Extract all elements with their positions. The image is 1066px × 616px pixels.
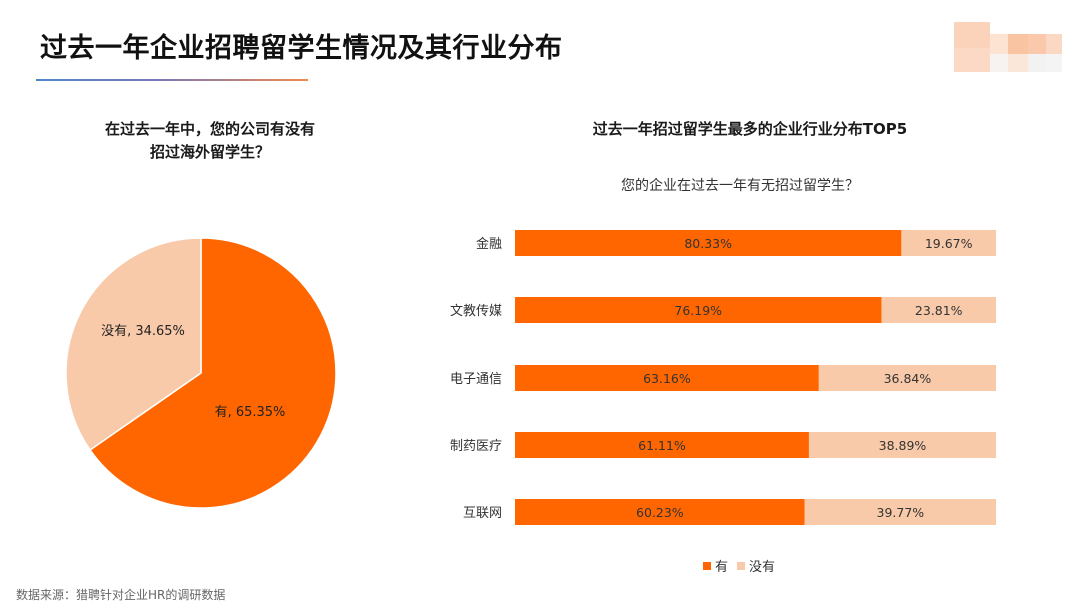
bar-segment-no [901,230,996,256]
pie-slice-label: 有, 65.35% [215,405,286,420]
pie-title-line-2: 招过海外留学生？ [149,143,270,161]
bar-data-label: 63.16% [643,371,691,386]
bar-category-label: 文教传媒 [450,303,502,319]
bar-chart-title: 过去一年招过留学生最多的企业行业分布TOP5 [592,120,908,138]
legend-swatch [737,562,745,570]
legend-label: 没有 [749,560,775,575]
bar-segment-no [881,297,996,323]
bar-chart-subtitle: 您的企业在过去一年有无招过留学生？ [621,178,859,194]
bar-data-label: 19.67% [925,236,973,251]
pie-chart-title: 在过去一年中，您的公司有没有 招过海外留学生？ [60,118,360,164]
bar-segment-yes [515,230,902,256]
title-underline [36,79,308,81]
bar-data-label: 23.81% [915,303,963,318]
bar-segment-yes [515,499,805,525]
pie-title-line-1: 在过去一年中，您的公司有没有 [104,120,315,138]
bar-data-label: 60.23% [636,505,684,520]
bar-data-label: 61.11% [638,438,686,453]
bar-segment-yes [515,365,819,391]
bar-category-label: 电子通信 [450,372,502,387]
bar-data-label: 36.84% [884,371,932,386]
pie-slice-yes [89,237,337,509]
bar-category-label: 制药医疗 [450,439,502,454]
bar-category-label: 金融 [476,236,502,252]
bar-data-label: 38.89% [879,438,927,453]
pie-slice-no [65,237,202,451]
bar-data-label: 39.77% [877,505,925,520]
bar-segment-no [808,432,996,458]
bar-segment-yes [515,297,882,323]
legend-swatch [703,562,711,570]
page-title: 过去一年企业招聘留学生情况及其行业分布 [40,33,563,64]
bar-data-label: 80.33% [684,236,732,251]
logo [954,22,1062,72]
bar-segment-no [818,365,996,391]
bar-segment-no [804,499,996,525]
pie-slice-label: 没有, 34.65% [101,324,185,339]
bar-category-label: 互联网 [463,506,502,521]
bar-data-label: 76.19% [674,303,722,318]
legend-label: 有 [715,560,728,575]
source-note: 数据来源：猎聘针对企业HR的调研数据 [16,588,226,602]
bar-segment-yes [515,432,809,458]
